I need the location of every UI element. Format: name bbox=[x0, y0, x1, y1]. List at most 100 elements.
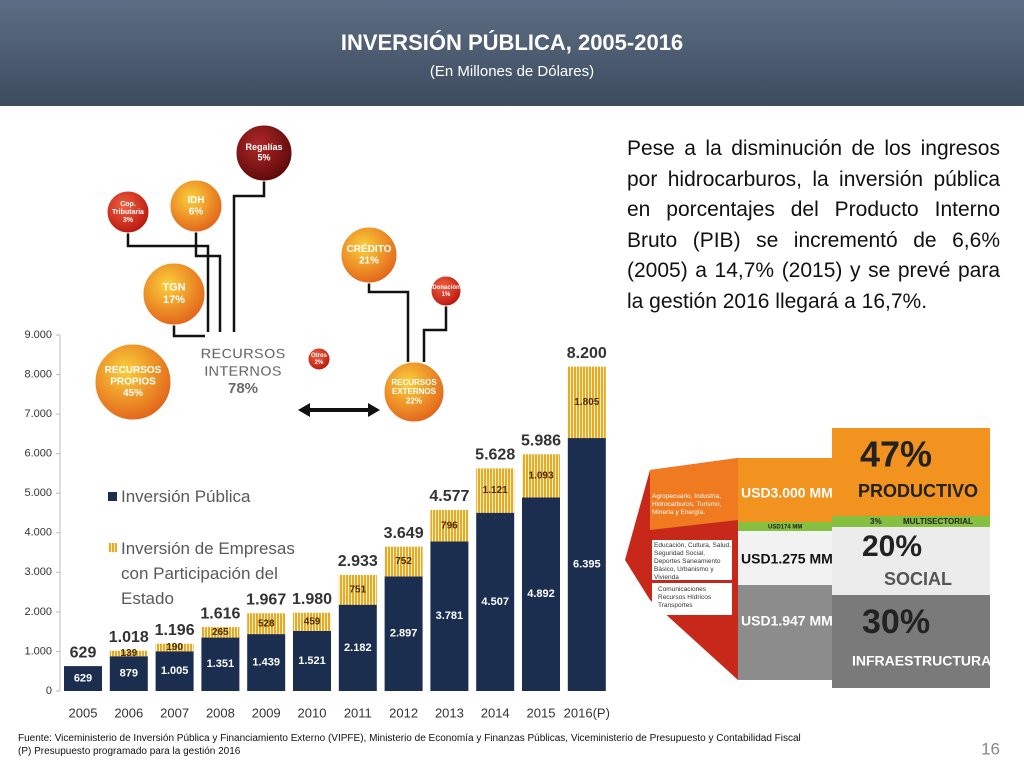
x-tick-label: 2012 bbox=[389, 705, 418, 720]
value-label: 2.897 bbox=[390, 628, 418, 640]
value-label: 629 bbox=[74, 672, 92, 684]
node-value: 3% bbox=[123, 217, 134, 224]
value-label: 190 bbox=[166, 642, 183, 653]
bar-segment bbox=[384, 546, 423, 577]
node-label: INTERNOS bbox=[204, 363, 282, 380]
y-tick-label: 3.000 bbox=[24, 566, 52, 578]
share: 47% bbox=[860, 434, 932, 475]
x-tick-label: 2005 bbox=[69, 705, 98, 720]
node-value: 22% bbox=[406, 396, 422, 405]
connector bbox=[126, 233, 210, 332]
x-tick-label: 2008 bbox=[206, 705, 235, 720]
sector-infographic: USD3.000 MM USD174 MM USD1.275 MM USD1.9… bbox=[625, 428, 991, 688]
node-label: RECURSOS bbox=[391, 378, 437, 387]
value-label: 1.439 bbox=[252, 656, 280, 668]
mid-productive bbox=[738, 458, 832, 522]
y-tick-label: 4.000 bbox=[24, 527, 52, 539]
total-label: 1.616 bbox=[200, 605, 240, 622]
node-label: TGN bbox=[162, 282, 185, 294]
bar-segment bbox=[247, 634, 286, 691]
bar-segment bbox=[293, 612, 331, 631]
sector-list: Agropecuario, Industria, Hidrocarburos, … bbox=[652, 493, 722, 516]
share: 3% bbox=[870, 517, 882, 526]
value-label: 459 bbox=[304, 616, 321, 627]
y-tick-label: 7.000 bbox=[24, 408, 52, 420]
bar-segment bbox=[567, 438, 606, 691]
amount: USD1.275 MM bbox=[741, 551, 833, 567]
legend-label: Inversión Pública bbox=[121, 487, 251, 506]
value-label: 1.521 bbox=[298, 655, 326, 667]
value-label: 2.182 bbox=[344, 642, 372, 654]
bar-segment bbox=[293, 630, 331, 691]
value-label: 1.351 bbox=[207, 658, 235, 670]
slant-top bbox=[650, 458, 738, 530]
connector bbox=[232, 181, 266, 332]
x-tick-label: 2015 bbox=[527, 705, 556, 720]
total-label: 1.967 bbox=[246, 591, 286, 608]
page-number: 16 bbox=[981, 739, 1000, 758]
node-value: 17% bbox=[163, 294, 185, 306]
y-tick-label: 1.000 bbox=[24, 645, 52, 657]
total-label: 2.933 bbox=[338, 553, 378, 570]
total-label: 1.196 bbox=[155, 622, 195, 639]
bar-segment bbox=[522, 497, 560, 691]
title: INVERSIÓN PÚBLICA, 2005-2016 bbox=[341, 30, 683, 55]
x-tick-label: 2007 bbox=[160, 705, 189, 720]
bar-segment bbox=[155, 651, 194, 691]
connector bbox=[422, 306, 448, 362]
total-label: 3.649 bbox=[384, 525, 424, 542]
node-circle bbox=[106, 190, 150, 234]
node-circle bbox=[430, 275, 462, 307]
sector-list: Educación, Cultura, Salud, Seguridad Soc… bbox=[654, 542, 731, 581]
value-label: 6.395 bbox=[573, 558, 601, 570]
mid-social bbox=[738, 531, 832, 585]
node-circle bbox=[94, 343, 172, 421]
node-label: Regalías bbox=[245, 142, 282, 152]
total-label: 8.200 bbox=[567, 345, 607, 362]
node-value: 6% bbox=[189, 206, 204, 217]
value-label: 3.781 bbox=[436, 610, 464, 622]
footer-source: Fuente: Viceministerio de Inversión Públ… bbox=[18, 733, 801, 744]
total-label: 1.980 bbox=[292, 591, 332, 608]
bar-segment bbox=[109, 656, 148, 691]
sector-name: PRODUCTIVO bbox=[858, 481, 978, 501]
x-tick-label: 2016(P) bbox=[564, 705, 610, 720]
right-infra bbox=[832, 595, 990, 688]
connector bbox=[172, 325, 205, 338]
node-circle bbox=[307, 347, 331, 371]
value-label: 751 bbox=[349, 584, 366, 595]
right-multisector bbox=[832, 516, 990, 527]
node-label: Otros bbox=[311, 353, 328, 359]
value-label: 4.507 bbox=[481, 596, 509, 608]
bar-chart: 0 1.000 2.000 3.000 4.000 5.000 6.000 7.000 8.00… bbox=[24, 329, 609, 721]
sector-name: SOCIAL bbox=[884, 569, 952, 589]
y-tick-label: 5.000 bbox=[24, 487, 52, 499]
bar-segment bbox=[384, 576, 423, 691]
amount: USD174 MM bbox=[768, 525, 802, 531]
node-label: IDH bbox=[187, 195, 204, 206]
value-label: 752 bbox=[395, 556, 412, 567]
y-tick-label: 9.000 bbox=[24, 329, 52, 341]
node-circle bbox=[340, 226, 398, 284]
legend-swatch bbox=[108, 492, 117, 501]
x-tick-label: 2009 bbox=[252, 705, 281, 720]
arrow-head bbox=[298, 403, 310, 417]
y-tick-label: 6.000 bbox=[24, 448, 52, 460]
connectors bbox=[126, 181, 448, 362]
y-tick-label: 0 bbox=[46, 685, 52, 697]
node-label: RECURSOS bbox=[105, 365, 162, 376]
node-circle bbox=[142, 262, 206, 326]
legend-swatch bbox=[108, 543, 117, 552]
node-circle bbox=[235, 124, 293, 182]
sector-name: MULTISECTORIAL bbox=[903, 517, 973, 526]
bar-segment bbox=[247, 613, 286, 635]
connector bbox=[367, 283, 410, 362]
sector-list: Comunicaciones Recursos Hídricos Transpo… bbox=[658, 586, 712, 609]
value-label: 879 bbox=[120, 668, 138, 680]
node-label: PROPIOS bbox=[110, 377, 156, 388]
value-label: 4.892 bbox=[527, 588, 555, 600]
node-label: CRÉDITO bbox=[347, 242, 392, 255]
share: 30% bbox=[862, 603, 930, 641]
